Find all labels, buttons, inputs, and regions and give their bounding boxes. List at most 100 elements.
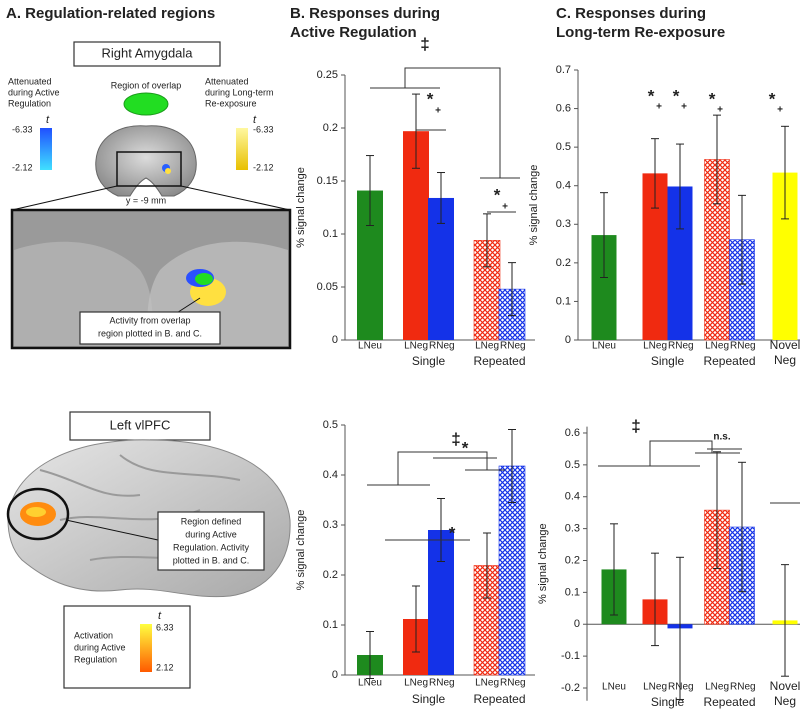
zoom-line bbox=[11, 185, 118, 211]
slice-label: y = -9 mm bbox=[126, 195, 166, 205]
panel-title: A. Regulation-related regions bbox=[6, 5, 215, 22]
y-axis-label: % signal change bbox=[528, 165, 540, 246]
roi bbox=[26, 507, 46, 517]
y-tick-label: -0.2 bbox=[561, 682, 580, 694]
legend-text: Attenuated bbox=[205, 76, 249, 86]
group-label: Single bbox=[651, 695, 685, 709]
y-tick-label: 0 bbox=[565, 334, 571, 346]
region-label: Left vlPFC bbox=[110, 417, 171, 432]
annotation: * bbox=[494, 185, 501, 204]
error-bar bbox=[508, 262, 516, 317]
note-text: region plotted in B. and C. bbox=[98, 328, 202, 338]
error-bar bbox=[676, 143, 684, 230]
x-tick-label: RNeg bbox=[429, 341, 455, 352]
y-tick-label: 0 bbox=[332, 334, 338, 346]
colorbar-tick: -2.12 bbox=[253, 162, 274, 172]
label-box bbox=[69, 411, 211, 441]
y-tick-label: 0.1 bbox=[556, 295, 571, 307]
legend-box bbox=[63, 605, 191, 689]
error-bar bbox=[738, 461, 746, 593]
note-box bbox=[157, 511, 265, 571]
annotation: * bbox=[462, 438, 469, 457]
colorbar-tick: -2.12 bbox=[12, 162, 33, 172]
x-tick-label: LNeg bbox=[643, 682, 667, 693]
error-bar bbox=[483, 213, 491, 268]
group-label: Novel bbox=[770, 679, 800, 693]
x-tick-label: RNeg bbox=[429, 678, 455, 689]
group-label: Single bbox=[651, 354, 685, 368]
annotation: * bbox=[709, 89, 716, 108]
colorbar-tick: -6.33 bbox=[12, 124, 33, 134]
error-bar bbox=[738, 194, 746, 285]
annotation: + bbox=[435, 106, 441, 117]
colorbar-tick: 6.33 bbox=[156, 622, 174, 632]
roi bbox=[195, 273, 213, 285]
zoom-line bbox=[180, 185, 291, 211]
chart: B. Responses during Active Regulation 0 0.0… bbox=[290, 5, 535, 368]
group-label: Single bbox=[412, 354, 446, 368]
error-bar bbox=[600, 192, 608, 279]
note-text: plotted in B. and C. bbox=[173, 555, 250, 565]
x-tick-label: RNeg bbox=[500, 341, 526, 352]
y-tick-label: 0.1 bbox=[323, 619, 338, 631]
colorbar-label: t bbox=[46, 114, 50, 126]
y-tick-label: 0.3 bbox=[323, 519, 338, 531]
error-bar bbox=[651, 138, 659, 209]
annotation: + bbox=[502, 202, 508, 213]
x-tick-label: RNeg bbox=[500, 678, 526, 689]
colorbar bbox=[236, 128, 248, 170]
group-label: Neg bbox=[774, 353, 796, 367]
colorbar-tick: 2.12 bbox=[156, 662, 174, 672]
error-bar bbox=[412, 93, 420, 169]
y-tick-label: 0.5 bbox=[556, 141, 571, 153]
x-tick-label: RNeg bbox=[730, 682, 756, 693]
annotation: ‡ bbox=[451, 429, 460, 448]
legend-text: during Long-term bbox=[205, 87, 274, 97]
colorbar-label: t bbox=[158, 610, 162, 622]
y-axis-label: % signal change bbox=[537, 523, 549, 604]
colorbar bbox=[40, 128, 52, 170]
note-text: Region defined bbox=[181, 516, 242, 526]
chart: -0.2 -0.1 0 0.1 0.2 0.3 0.4 0.5 0.6 % signal chan… bbox=[537, 416, 800, 709]
legend-text: during Active bbox=[8, 87, 60, 97]
panel-a: A. Regulation-related regions Right Amyg… bbox=[6, 5, 292, 689]
x-tick-label: LNeg bbox=[404, 678, 428, 689]
significance-bracket bbox=[397, 451, 488, 485]
x-tick-label: LNeu bbox=[358, 678, 382, 689]
annotation: + bbox=[777, 105, 783, 116]
legend-text: Activation bbox=[74, 630, 113, 640]
y-tick-label: 0.15 bbox=[317, 175, 338, 187]
group-label: Repeated bbox=[703, 695, 755, 709]
chart-title: Long-term Re-exposure bbox=[556, 24, 725, 41]
zoom-box bbox=[116, 151, 182, 187]
roi bbox=[165, 168, 171, 174]
error-bar bbox=[366, 631, 374, 679]
y-axis-label: % signal change bbox=[295, 167, 307, 248]
group-label: Repeated bbox=[473, 692, 525, 706]
x-tick-label: LNeu bbox=[602, 682, 626, 693]
x-tick-label: LNeg bbox=[404, 341, 428, 352]
chart: C. Responses during Long-term Re-exposure… bbox=[528, 5, 800, 368]
y-tick-label: 0.1 bbox=[565, 586, 580, 598]
annotation: + bbox=[656, 102, 662, 113]
legend-text: Regulation bbox=[8, 98, 51, 108]
x-tick-label: RNeg bbox=[730, 341, 756, 352]
y-tick-label: 0.4 bbox=[565, 491, 580, 503]
legend-text: Re-exposure bbox=[205, 98, 257, 108]
group-label: Repeated bbox=[473, 354, 525, 368]
error-bar bbox=[651, 552, 659, 647]
error-bar bbox=[437, 172, 445, 224]
chart-title: Active Regulation bbox=[290, 24, 417, 41]
note-text: Regulation. Activity bbox=[173, 542, 250, 552]
legend-text: Regulation bbox=[74, 654, 117, 664]
annotation: ‡ bbox=[631, 416, 640, 435]
x-tick-label: LNeg bbox=[475, 341, 499, 352]
y-tick-label: 0.05 bbox=[317, 281, 338, 293]
note-text: during Active bbox=[185, 529, 237, 539]
error-bar bbox=[781, 125, 789, 220]
y-tick-label: 0.2 bbox=[565, 554, 580, 566]
x-tick-label: LNeg bbox=[643, 341, 667, 352]
region-label: Right Amygdala bbox=[101, 45, 193, 60]
x-tick-label: RNeg bbox=[668, 682, 694, 693]
